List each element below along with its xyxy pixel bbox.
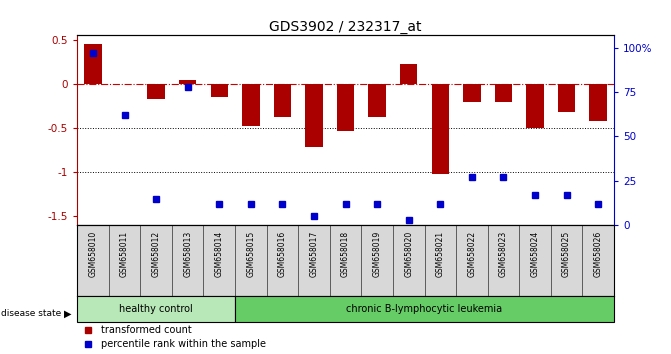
Bar bbox=[235, 296, 614, 322]
Bar bbox=[85, 44, 101, 84]
Text: GSM658023: GSM658023 bbox=[499, 231, 508, 277]
Text: GSM658021: GSM658021 bbox=[435, 231, 445, 277]
Bar bbox=[77, 296, 235, 322]
Bar bbox=[211, 84, 228, 97]
Text: GSM658013: GSM658013 bbox=[183, 231, 192, 277]
Text: GSM658015: GSM658015 bbox=[246, 231, 256, 277]
Bar bbox=[526, 84, 544, 128]
Bar bbox=[400, 64, 417, 84]
Text: GSM658011: GSM658011 bbox=[120, 231, 129, 277]
Text: GSM658014: GSM658014 bbox=[215, 231, 223, 277]
Bar bbox=[463, 84, 480, 102]
Text: GSM658012: GSM658012 bbox=[152, 231, 160, 277]
Bar bbox=[274, 84, 291, 118]
Text: chronic B-lymphocytic leukemia: chronic B-lymphocytic leukemia bbox=[346, 304, 503, 314]
Text: ▶: ▶ bbox=[64, 308, 72, 318]
Bar bbox=[242, 84, 260, 126]
Text: GSM658025: GSM658025 bbox=[562, 231, 571, 277]
Text: GSM658024: GSM658024 bbox=[531, 231, 539, 277]
Bar bbox=[368, 84, 386, 118]
Bar bbox=[337, 84, 354, 131]
Text: GSM658016: GSM658016 bbox=[278, 231, 287, 277]
Bar bbox=[558, 84, 575, 112]
Text: GSM658017: GSM658017 bbox=[309, 231, 319, 277]
Text: GSM658018: GSM658018 bbox=[341, 231, 350, 277]
Bar bbox=[590, 84, 607, 121]
Bar bbox=[179, 80, 197, 84]
Text: GSM658022: GSM658022 bbox=[468, 231, 476, 277]
Bar bbox=[148, 84, 165, 99]
Text: GSM658010: GSM658010 bbox=[89, 231, 97, 277]
Bar bbox=[305, 84, 323, 148]
Text: disease state: disease state bbox=[1, 309, 61, 318]
Text: GSM658026: GSM658026 bbox=[594, 231, 603, 277]
Text: percentile rank within the sample: percentile rank within the sample bbox=[101, 339, 266, 349]
Text: transformed count: transformed count bbox=[101, 325, 192, 335]
Text: healthy control: healthy control bbox=[119, 304, 193, 314]
Text: GSM658020: GSM658020 bbox=[404, 231, 413, 277]
Text: GSM658019: GSM658019 bbox=[372, 231, 382, 277]
Bar bbox=[495, 84, 512, 102]
Title: GDS3902 / 232317_at: GDS3902 / 232317_at bbox=[269, 21, 422, 34]
Bar bbox=[431, 84, 449, 174]
